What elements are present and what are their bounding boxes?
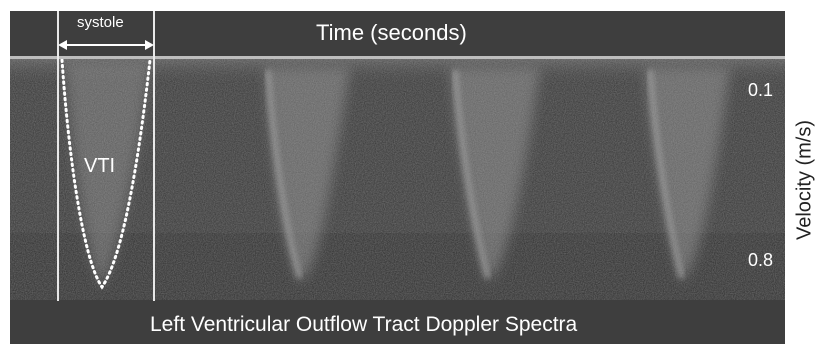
doppler-spectra-svg xyxy=(10,58,785,300)
footer-bar xyxy=(10,300,785,344)
arrowhead-right-icon xyxy=(145,40,154,50)
speckle-noise xyxy=(10,58,785,300)
systole-start-line xyxy=(57,11,59,301)
vti-label: VTI xyxy=(84,155,116,177)
systole-double-arrow xyxy=(58,40,154,50)
velocity-tick-label: 0.8 xyxy=(748,250,774,270)
arrowhead-left-icon xyxy=(58,40,67,50)
doppler-spectra-panel xyxy=(10,58,785,300)
figure-caption: Left Ventricular Outflow Tract Doppler S… xyxy=(150,313,578,336)
time-axis-title: Time (seconds) xyxy=(316,20,467,45)
vti-dotted-outline xyxy=(60,58,152,290)
velocity-axis-title: Velocity (m/s) xyxy=(793,119,816,241)
velocity-tick-label: 0.1 xyxy=(748,80,774,100)
systole-end-line xyxy=(153,11,155,301)
header-separator xyxy=(10,56,785,59)
header-bar xyxy=(10,11,785,56)
systole-label: systole xyxy=(77,14,124,31)
